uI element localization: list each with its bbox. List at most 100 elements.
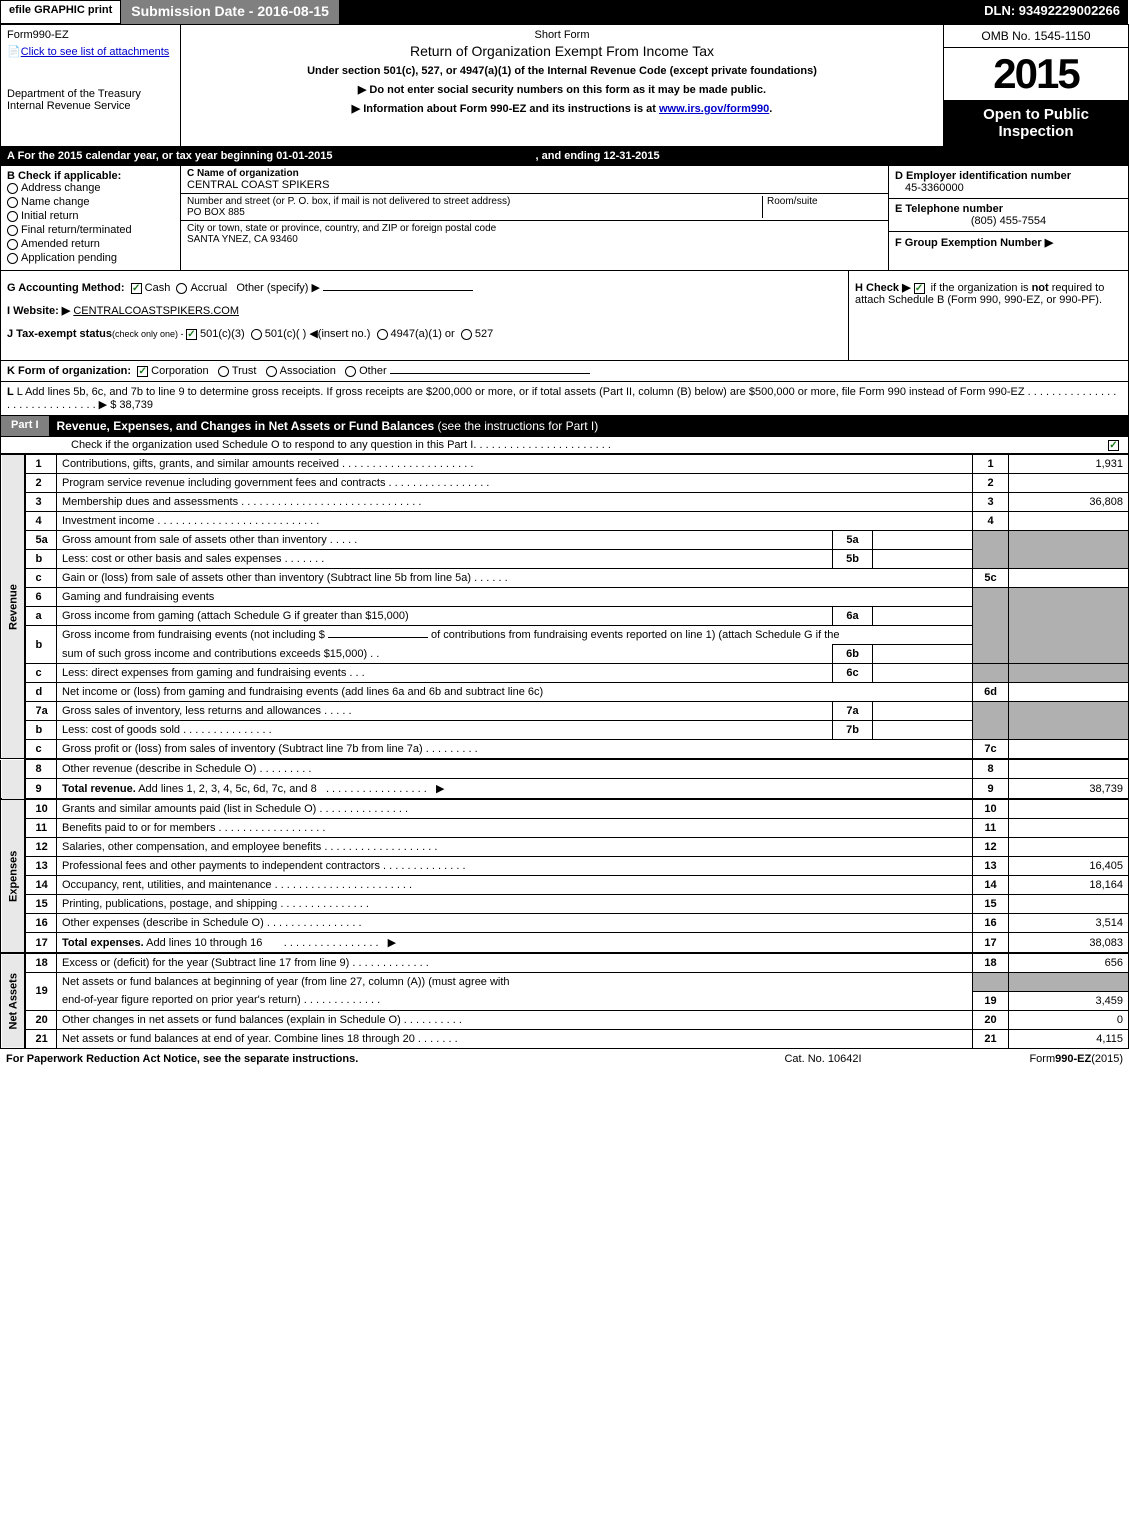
- form-header: Form990-EZ 📄Click to see list of attachm…: [0, 24, 1129, 147]
- g-other-input[interactable]: [323, 290, 473, 291]
- cb-trust[interactable]: [218, 366, 229, 377]
- l13-desc: Professional fees and other payments to …: [57, 857, 973, 876]
- l6b-num: b: [25, 626, 57, 664]
- l18-rnum: 18: [973, 954, 1009, 973]
- expenses-table: Expenses 10 Grants and similar amounts p…: [0, 799, 1129, 953]
- l11-num: 11: [25, 819, 57, 838]
- l5b-snum: 5b: [833, 550, 873, 569]
- city-row: City or town, state or province, country…: [181, 221, 888, 247]
- part1-header: Part I Revenue, Expenses, and Changes in…: [0, 416, 1129, 437]
- l17-desc: Total expenses. Add lines 10 through 16 …: [57, 933, 973, 953]
- l16-rnum: 16: [973, 914, 1009, 933]
- addr-row: Number and street (or P. O. box, if mail…: [181, 194, 888, 221]
- l12-val: [1009, 838, 1129, 857]
- section-f: F Group Exemption Number ▶: [889, 232, 1128, 253]
- row-a-pre: A For the 2015 calendar year, or tax yea…: [7, 150, 332, 162]
- l7c-num: c: [25, 740, 57, 759]
- l3-val: 36,808: [1009, 493, 1129, 512]
- l13-num: 13: [25, 857, 57, 876]
- i-label: I Website: ▶: [7, 305, 70, 317]
- l19-blocked: [973, 973, 1009, 992]
- l8-val: [1009, 760, 1129, 779]
- row-a-calendar-year: A For the 2015 calendar year, or tax yea…: [0, 147, 1129, 166]
- l9-val: 38,739: [1009, 779, 1129, 799]
- cb-initial-return[interactable]: Initial return: [7, 210, 174, 222]
- l5c-rnum: 5c: [973, 569, 1009, 588]
- l16-num: 16: [25, 914, 57, 933]
- l7a-sval: [873, 702, 973, 721]
- gh-section: G Accounting Method: Cash Accrual Other …: [0, 271, 1129, 361]
- l6d-val: [1009, 683, 1129, 702]
- phone-label: E Telephone number: [895, 203, 1122, 215]
- l3-desc: Membership dues and assessments . . . . …: [57, 493, 973, 512]
- form-note-info: ▶ Information about Form 990-EZ and its …: [189, 102, 935, 115]
- cb-501c[interactable]: [251, 329, 262, 340]
- l7b-snum: 7b: [833, 721, 873, 740]
- group-exemption-label: F Group Exemption Number ▶: [895, 237, 1053, 249]
- note2-prefix: ▶ Information about Form 990-EZ and its …: [352, 103, 659, 115]
- cb-name-change[interactable]: Name change: [7, 196, 174, 208]
- l11-rnum: 11: [973, 819, 1009, 838]
- h-mid: if the organization is: [931, 282, 1032, 294]
- k-other-input[interactable]: [390, 373, 590, 374]
- l18-num: 18: [25, 954, 57, 973]
- form-note-ssn: ▶ Do not enter social security numbers o…: [189, 83, 935, 96]
- l9-desc: Total revenue. Total revenue. Add lines …: [57, 779, 973, 799]
- l12-desc: Salaries, other compensation, and employ…: [57, 838, 973, 857]
- dln-label: DLN: 93492229002266: [976, 0, 1129, 24]
- l19-val: 3,459: [1009, 991, 1129, 1010]
- irs-link[interactable]: www.irs.gov/form990: [659, 103, 769, 115]
- l15-num: 15: [25, 895, 57, 914]
- l15-desc: Printing, publications, postage, and shi…: [57, 895, 973, 914]
- cb-527[interactable]: [461, 329, 472, 340]
- l21-num: 21: [25, 1029, 57, 1048]
- revenue-table: Revenue 1 Contributions, gifts, grants, …: [0, 454, 1129, 759]
- l6b-amount-input[interactable]: [328, 637, 428, 638]
- l19-rnum: 19: [973, 991, 1009, 1010]
- l11-val: [1009, 819, 1129, 838]
- l5a-num: 5a: [25, 531, 57, 550]
- cb-4947[interactable]: [377, 329, 388, 340]
- cb-association[interactable]: [266, 366, 277, 377]
- cb-application-pending[interactable]: Application pending: [7, 252, 174, 264]
- cb-501c3[interactable]: [186, 329, 197, 340]
- info-grid: B Check if applicable: Address change Na…: [0, 166, 1129, 271]
- l6b-sval: [873, 645, 973, 664]
- net-assets-table: Net Assets 18 Excess or (deficit) for th…: [0, 953, 1129, 1049]
- part1-title: Revenue, Expenses, and Changes in Net As…: [49, 416, 1128, 436]
- l6a-num: a: [25, 607, 57, 626]
- org-name-value: CENTRAL COAST SPIKERS: [187, 179, 882, 191]
- document-icon: 📄: [7, 46, 21, 58]
- l1-desc: Contributions, gifts, grants, and simila…: [57, 455, 973, 474]
- l1-num: 1: [25, 455, 57, 474]
- part1-sub-checkbox[interactable]: [1102, 439, 1122, 451]
- cb-address-change[interactable]: Address change: [7, 182, 174, 194]
- l5a-desc: Gross amount from sale of assets other t…: [57, 531, 833, 550]
- l8-num: 8: [25, 760, 57, 779]
- omb-number: OMB No. 1545-1150: [944, 25, 1128, 48]
- section-b-heading: B Check if applicable:: [7, 170, 174, 182]
- cb-accrual[interactable]: [176, 283, 187, 294]
- efile-print-label: efile GRAPHIC print: [0, 0, 121, 24]
- l5a-snum: 5a: [833, 531, 873, 550]
- l12-rnum: 12: [973, 838, 1009, 857]
- cb-corporation[interactable]: [137, 366, 148, 377]
- section-e: E Telephone number (805) 455-7554: [889, 199, 1128, 232]
- website-link[interactable]: CENTRALCOASTSPIKERS.COM: [73, 305, 239, 317]
- attachments-link[interactable]: 📄Click to see list of attachments: [7, 45, 174, 58]
- l8-rnum: 8: [973, 760, 1009, 779]
- cb-cash[interactable]: [131, 283, 142, 294]
- cb-other-org[interactable]: [345, 366, 356, 377]
- l18-desc: Excess or (deficit) for the year (Subtra…: [57, 954, 973, 973]
- l-text: L Add lines 5b, 6c, and 7b to line 9 to …: [17, 386, 1025, 398]
- cb-amended-return[interactable]: Amended return: [7, 238, 174, 250]
- attachments-link-text[interactable]: Click to see list of attachments: [21, 46, 170, 58]
- cb-final-return[interactable]: Final return/terminated: [7, 224, 174, 236]
- short-form-label: Short Form: [189, 29, 935, 41]
- cb-schedule-b-not-required[interactable]: [914, 283, 925, 294]
- row-a-end: , and ending 12-31-2015: [536, 150, 660, 162]
- header-right: OMB No. 1545-1150 2015 Open to Public In…: [943, 25, 1128, 146]
- l7c-desc: Gross profit or (loss) from sales of inv…: [57, 740, 973, 759]
- ein-label: D Employer identification number: [895, 170, 1122, 182]
- l7a-desc: Gross sales of inventory, less returns a…: [57, 702, 833, 721]
